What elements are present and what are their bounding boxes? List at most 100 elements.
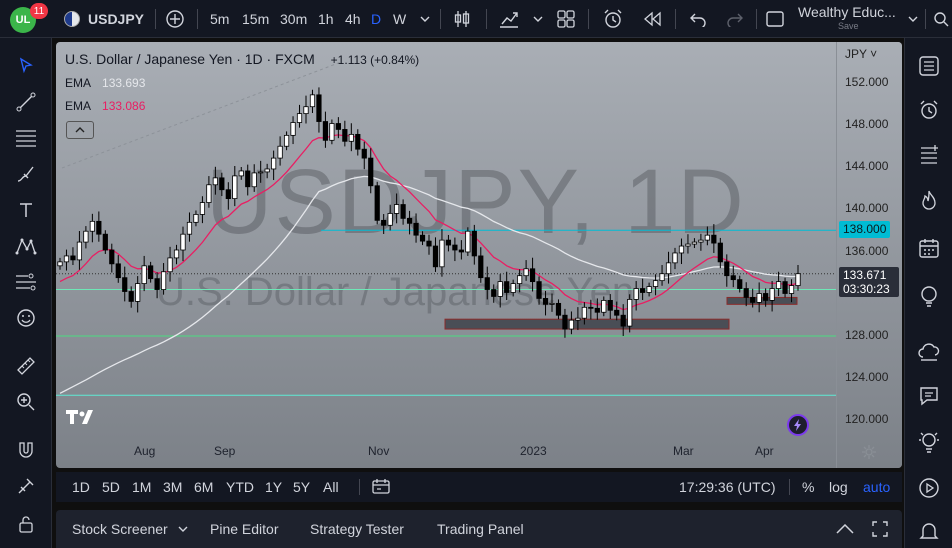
candles-icon[interactable] — [451, 0, 473, 38]
horizontal-lines-icon[interactable] — [12, 124, 40, 152]
forecast-icon[interactable] — [12, 268, 40, 296]
play-circle-icon[interactable] — [915, 474, 943, 502]
candle — [795, 273, 801, 286]
range-3m[interactable]: 3M — [163, 479, 183, 495]
zoom-in-icon[interactable] — [12, 388, 40, 416]
search-icon[interactable] — [932, 0, 950, 38]
replay-icon[interactable] — [640, 0, 664, 38]
tab-pine-editor[interactable]: Pine Editor — [210, 521, 279, 537]
log-scale-toggle[interactable]: log — [829, 479, 848, 495]
layout-name-button[interactable]: Wealthy Educ... Save — [798, 0, 896, 38]
maximize-icon[interactable] — [872, 510, 888, 548]
chevron-down-icon[interactable] — [418, 0, 432, 38]
interval-d[interactable]: D — [371, 11, 382, 27]
candle — [445, 239, 452, 246]
symbol-search-button[interactable]: USDJPY — [88, 11, 145, 27]
divider — [359, 479, 360, 495]
ideas-lightbulb-icon[interactable] — [915, 282, 943, 310]
chevron-up-icon[interactable] — [836, 510, 854, 548]
layouts-icon[interactable] — [556, 0, 576, 38]
go-to-date-icon[interactable] — [372, 472, 390, 502]
text-icon[interactable] — [12, 196, 40, 224]
data-window-icon[interactable] — [915, 140, 943, 168]
pattern-icon[interactable] — [12, 232, 40, 260]
candle — [89, 220, 95, 232]
price-tick: 120.000 — [845, 412, 889, 426]
trend-line-icon[interactable] — [12, 88, 40, 116]
range-1m[interactable]: 1M — [132, 479, 152, 495]
utc-clock[interactable]: 17:29:36 (UTC) — [679, 479, 776, 495]
ema-legend-2[interactable]: EMA 133.086 — [65, 99, 148, 113]
range-1d[interactable]: 1D — [72, 479, 90, 495]
range-5d[interactable]: 5D — [102, 479, 120, 495]
chat-icon[interactable] — [915, 382, 943, 410]
ema-line-fast — [59, 175, 799, 394]
candle — [335, 123, 341, 130]
calendar-icon[interactable] — [915, 234, 943, 262]
chart-pane[interactable]: USDJPY, 1D U.S. Dollar / Japanese Yen U.… — [56, 42, 902, 468]
candle — [167, 257, 173, 273]
streams-cloud-icon[interactable] — [915, 338, 943, 366]
candle — [743, 288, 749, 298]
support-zone — [726, 296, 798, 305]
lightning-icon[interactable] — [787, 414, 809, 436]
last-price-tag: 133.671 03:30:23 — [839, 267, 899, 297]
interval-5m[interactable]: 5m — [210, 11, 230, 27]
alarm-clock-icon[interactable] — [915, 96, 943, 124]
ruler-icon[interactable] — [12, 352, 40, 380]
price-tick: 144.000 — [845, 159, 889, 173]
interval-1h[interactable]: 1h — [318, 11, 334, 27]
candle — [271, 157, 277, 170]
price-scale[interactable]: JPY ˅ 152.000 148.000 144.000 140.000 13… — [836, 42, 902, 468]
hotlists-fire-icon[interactable] — [915, 186, 943, 214]
compare-add-icon[interactable] — [164, 0, 186, 38]
settings-gear-icon[interactable] — [861, 444, 877, 465]
candle — [173, 249, 180, 259]
range-5y[interactable]: 5Y — [293, 479, 311, 495]
watchlist-icon[interactable] — [915, 52, 943, 80]
tab-stock-screener[interactable]: Stock Screener — [72, 510, 188, 548]
range-6m[interactable]: 6M — [194, 479, 214, 495]
fullscreen-box-icon[interactable] — [764, 0, 786, 38]
candle — [413, 222, 419, 236]
range-all[interactable]: All — [323, 479, 339, 495]
cursor-icon[interactable] — [12, 52, 40, 80]
collapse-legend-button[interactable] — [66, 121, 94, 139]
chevron-down-icon[interactable] — [531, 0, 545, 38]
candle — [212, 177, 218, 186]
time-label: Sep — [214, 444, 236, 458]
interval-30m[interactable]: 30m — [280, 11, 308, 27]
candle — [517, 275, 523, 285]
lock-drawings-icon[interactable] — [12, 472, 40, 500]
indicators-icon[interactable] — [497, 0, 521, 38]
chevron-down-icon[interactable] — [906, 0, 920, 38]
redo-icon[interactable] — [724, 0, 746, 38]
help-lightbulb-icon[interactable] — [915, 428, 943, 456]
notifications-bell-icon[interactable] — [915, 518, 943, 546]
candle — [685, 243, 691, 247]
candle — [102, 233, 108, 251]
interval-4h[interactable]: 4h — [345, 11, 361, 27]
currency-label: JPY — [845, 47, 867, 61]
alert-icon[interactable] — [601, 0, 625, 38]
interval-15m[interactable]: 15m — [242, 11, 270, 27]
lock-icon[interactable] — [12, 510, 40, 538]
range-1y[interactable]: 1Y — [265, 479, 283, 495]
ema-legend-1[interactable]: EMA 133.693 — [65, 76, 148, 90]
interval-w[interactable]: W — [393, 11, 407, 27]
currency-selector[interactable]: JPY ˅ — [845, 47, 877, 61]
candle — [303, 106, 309, 115]
candle — [601, 299, 607, 313]
price-chart[interactable] — [56, 42, 836, 468]
magnet-icon[interactable] — [12, 436, 40, 464]
smiley-icon[interactable] — [12, 304, 40, 332]
range-ytd[interactable]: YTD — [226, 479, 254, 495]
candle — [245, 170, 251, 188]
tab-strategy-tester[interactable]: Strategy Tester — [310, 521, 404, 537]
tab-trading-panel[interactable]: Trading Panel — [437, 521, 524, 537]
auto-scale-toggle[interactable]: auto — [863, 479, 891, 495]
brush-icon[interactable] — [12, 160, 40, 188]
candle — [394, 204, 400, 214]
undo-icon[interactable] — [687, 0, 709, 38]
percent-scale-toggle[interactable]: % — [802, 479, 815, 495]
